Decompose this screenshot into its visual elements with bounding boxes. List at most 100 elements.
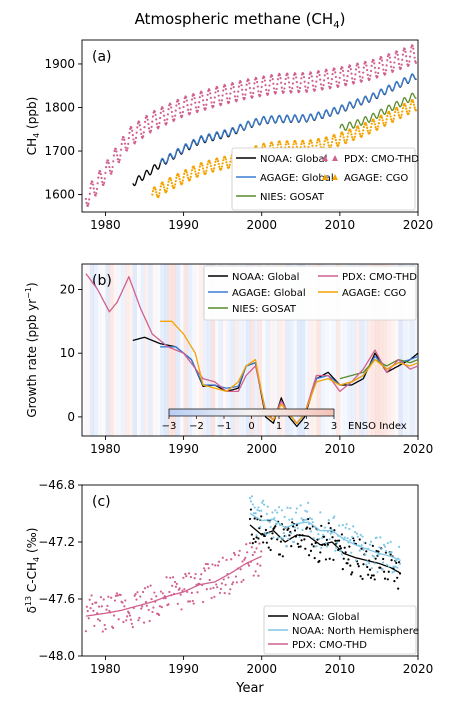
- data-point: [245, 543, 248, 546]
- data-point: [347, 69, 350, 73]
- data-point: [206, 163, 209, 166]
- legend-entry: NOAA: Global: [268, 612, 359, 623]
- data-point: [185, 171, 188, 174]
- data-point: [325, 538, 328, 542]
- data-point: [353, 135, 356, 138]
- data-point: [303, 145, 306, 148]
- data-point: [177, 175, 181, 178]
- data-point: [216, 86, 219, 90]
- data-point: [139, 128, 142, 131]
- data-point: [268, 520, 271, 524]
- enso-stripe: [207, 264, 212, 436]
- data-point: [263, 531, 267, 534]
- data-point: [269, 79, 272, 82]
- data-point: [248, 497, 252, 500]
- data-point: [220, 167, 223, 170]
- data-point: [200, 91, 203, 94]
- data-point: [173, 185, 176, 189]
- data-point: [411, 44, 414, 47]
- data-point: [325, 69, 328, 72]
- data-point: [393, 570, 396, 573]
- data-point: [323, 79, 326, 82]
- data-line: [249, 512, 402, 562]
- data-point: [310, 141, 313, 144]
- data-point: [237, 554, 240, 557]
- data-point: [362, 125, 365, 129]
- data-point: [404, 104, 407, 108]
- data-point: [286, 73, 289, 76]
- data-point: [153, 186, 157, 189]
- data-point: [204, 107, 207, 110]
- legend-label: NOAA: Global: [292, 612, 359, 623]
- data-point: [349, 64, 352, 68]
- data-point: [263, 143, 266, 146]
- data-point: [358, 549, 361, 552]
- data-point: [352, 525, 355, 528]
- data-point: [174, 183, 177, 186]
- plot-frame: [81, 263, 419, 437]
- panel-label: (b): [92, 273, 112, 289]
- data-point: [315, 545, 318, 548]
- data-point: [361, 535, 364, 538]
- legend-entry: AGAGE: Global: [208, 288, 306, 299]
- data-point: [347, 541, 350, 544]
- series-agage_global: [159, 73, 417, 164]
- data-point: [339, 71, 342, 74]
- data-point: [240, 580, 243, 583]
- enso-stripe: [371, 264, 376, 436]
- enso-colorbar: −3 −2 −1 0 1 2 3 ENSO Index: [162, 408, 407, 432]
- data-point: [217, 94, 220, 97]
- data-point: [382, 561, 385, 564]
- enso-stripe: [285, 264, 290, 436]
- data-point: [89, 607, 92, 610]
- data-point: [330, 77, 334, 81]
- data-point: [322, 533, 325, 536]
- data-point: [278, 553, 282, 556]
- data-point: [163, 594, 166, 598]
- data-point: [330, 82, 333, 85]
- data-point: [257, 506, 260, 509]
- data-point: [172, 592, 176, 596]
- data-point: [369, 540, 373, 543]
- x-tick-label: 1990: [168, 662, 199, 676]
- data-point: [353, 138, 356, 141]
- data-point: [108, 165, 111, 169]
- enso-stripe: [355, 264, 360, 436]
- data-point: [331, 73, 334, 76]
- data-point: [201, 164, 204, 167]
- enso-stripe: [89, 264, 95, 436]
- data-point: [205, 587, 208, 591]
- data-point: [361, 76, 364, 79]
- data-point: [392, 69, 395, 72]
- data-point: [253, 517, 256, 520]
- y-tick-label: 0: [67, 410, 75, 424]
- data-point: [377, 553, 380, 556]
- x-tick-label: 1980: [90, 442, 121, 456]
- data-point: [271, 532, 274, 535]
- data-point: [239, 568, 242, 571]
- data-point: [343, 79, 346, 82]
- data-point: [330, 140, 334, 144]
- series-pdx: [85, 273, 418, 424]
- data-point: [160, 606, 163, 609]
- legend-label: NOAA: North Hemisphere: [292, 626, 419, 637]
- data-point: [217, 560, 221, 563]
- data-point: [188, 178, 192, 181]
- data-point: [253, 82, 256, 85]
- enso-stripe: [375, 264, 380, 436]
- data-point: [250, 533, 253, 536]
- data-point: [311, 521, 314, 524]
- data-point: [276, 538, 279, 541]
- data-point: [151, 120, 154, 123]
- data-point: [183, 172, 186, 175]
- data-point: [412, 51, 416, 55]
- data-point: [224, 84, 227, 88]
- data-point: [138, 121, 141, 124]
- data-point: [294, 535, 298, 538]
- data-point: [216, 586, 219, 589]
- data-point: [397, 111, 400, 114]
- data-point: [277, 505, 281, 509]
- data-point: [265, 88, 268, 91]
- data-point: [370, 574, 373, 577]
- data-point: [244, 88, 248, 91]
